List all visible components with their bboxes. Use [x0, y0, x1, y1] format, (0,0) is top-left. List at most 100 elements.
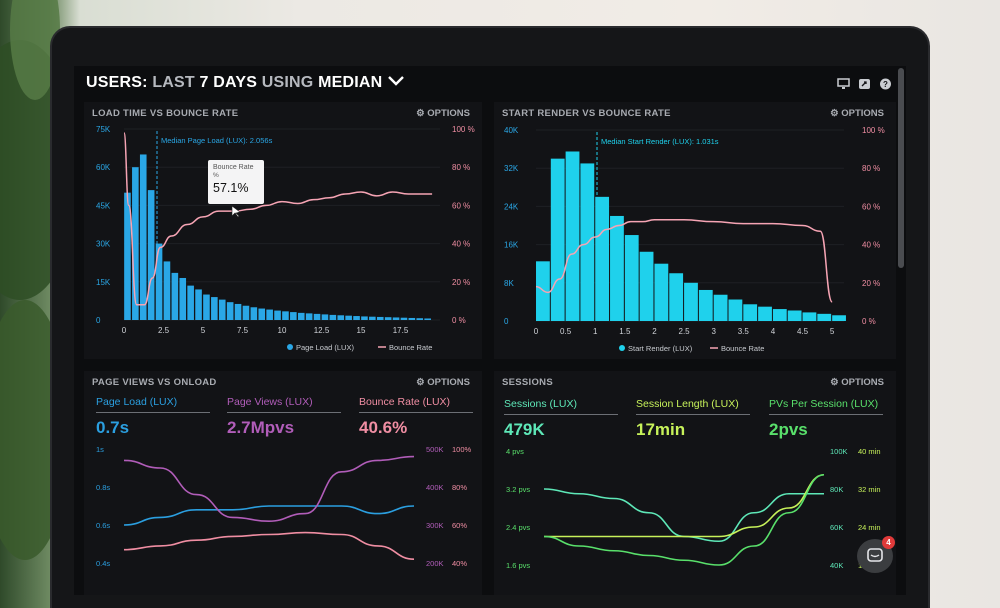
x-axis-tick-label: 0	[122, 326, 127, 335]
bar	[226, 302, 234, 320]
gear-icon: ⚙	[416, 377, 428, 388]
y2-axis-tick-label: 0 %	[862, 317, 876, 326]
y3-axis-tick-label: 40%	[452, 559, 467, 568]
y-axis-tick-label: 15K	[96, 278, 111, 287]
options-button[interactable]: ⚙ OPTIONS	[830, 108, 884, 119]
y-axis-tick-label: 45K	[96, 201, 111, 210]
bar	[132, 167, 139, 320]
x-axis-tick-label: 15	[357, 326, 366, 335]
x-axis-tick-label: 3	[711, 327, 716, 336]
bar	[624, 235, 639, 321]
x-axis-tick-label: 1.5	[619, 327, 631, 336]
bar	[400, 317, 408, 320]
scrollbar[interactable]	[898, 68, 904, 268]
y3-axis-tick-label: 60%	[452, 521, 467, 530]
y2-axis-tick-label: 400K	[426, 483, 444, 492]
metric-value-page-load: 0.7s	[96, 418, 130, 437]
series-line	[544, 473, 825, 538]
legend-label: Start Render (LUX)	[628, 344, 693, 353]
y2-axis-tick-label: 60 %	[452, 201, 470, 210]
bar	[416, 318, 424, 320]
y-axis-tick-label: 0.6s	[96, 521, 110, 530]
bar	[817, 313, 832, 321]
y3-axis-tick-label: 80%	[452, 483, 467, 492]
y-axis-tick-label: 0.8s	[96, 483, 110, 492]
bar	[758, 306, 772, 321]
y-axis-tick-label: 8K	[504, 279, 514, 288]
metric-label-session-length: Session Length (LUX)	[636, 398, 739, 410]
share-icon[interactable]	[858, 78, 871, 90]
y-axis-tick-label: 4 pvs	[506, 447, 524, 456]
legend-label: Bounce Rate	[389, 343, 432, 352]
bar	[234, 303, 242, 320]
bar	[171, 272, 179, 320]
y2-axis-tick-label: 40 %	[862, 241, 880, 250]
x-axis-tick-label: 10	[278, 326, 287, 335]
gear-icon: ⚙	[416, 108, 428, 119]
bar	[565, 151, 580, 321]
options-button[interactable]: ⚙ OPTIONS	[416, 108, 470, 119]
svg-text:?: ?	[883, 80, 888, 89]
bar	[203, 294, 210, 320]
metric-value-page-views: 2.7Mpvs	[227, 418, 295, 437]
bar	[408, 317, 416, 320]
bar	[211, 297, 218, 320]
y2-axis-tick-label: 80 %	[862, 164, 880, 173]
bar	[305, 313, 313, 320]
x-axis-tick-label: 3.5	[738, 327, 750, 336]
options-button[interactable]: ⚙ OPTIONS	[416, 377, 470, 388]
legend-label: Bounce Rate	[721, 344, 764, 353]
monitor-icon[interactable]	[837, 78, 850, 90]
page-views-chart: 1s 0.8s 0.6s 0.4s 500K 400K 300K 200K 100% 80% 60%…	[96, 445, 472, 568]
y2-axis-tick-label: 80 %	[452, 163, 470, 172]
options-button[interactable]: ⚙ OPTIONS	[830, 377, 884, 388]
series-line	[543, 473, 825, 566]
title-users: USERS:	[86, 74, 148, 92]
bar	[684, 282, 698, 321]
metric-underline	[769, 414, 883, 415]
y3-axis-tick-label: 32 min	[858, 485, 881, 494]
bar	[345, 315, 352, 320]
bar	[639, 251, 654, 321]
metric-label-bounce-rate: Bounce Rate (LUX)	[359, 396, 451, 408]
series-line	[123, 455, 415, 523]
start-render-chart: 40K 32K 24K 16K 8K 0 100 % 80 % 60 % 40 % 20 % 0 % 0…	[504, 126, 885, 353]
bar	[376, 316, 384, 320]
panel-title: PAGE VIEWS VS ONLOAD	[92, 377, 217, 388]
metric-value-session-length: 17min	[636, 420, 686, 439]
bar	[787, 310, 802, 321]
metric-label-sessions: Sessions (LUX)	[504, 398, 577, 410]
x-axis-tick-label: 5	[201, 326, 206, 335]
x-axis-tick-label: 2	[652, 327, 657, 336]
dashboard-screen: USERS: LAST 7 DAYS USING MEDIAN ? LOAD T…	[74, 66, 906, 595]
y2-axis-tick-label: 20 %	[452, 278, 470, 287]
bar	[124, 192, 131, 320]
title-median: MEDIAN	[318, 74, 383, 92]
mouse-cursor-icon	[231, 205, 241, 218]
bar	[258, 308, 266, 320]
series-line	[123, 505, 415, 526]
page-views-panel: PAGE VIEWS VS ONLOAD ⚙ OPTIONS Page Load…	[84, 371, 482, 595]
metric-underline	[227, 412, 341, 413]
bar	[313, 313, 321, 320]
median-label: Median Start Render (LUX): 1.031s	[601, 137, 719, 146]
legend-swatch	[287, 344, 293, 350]
help-icon[interactable]: ?	[879, 78, 892, 90]
panel-title: LOAD TIME VS BOUNCE RATE	[92, 108, 239, 119]
bar	[163, 261, 171, 320]
y-axis-tick-label: 1s	[96, 445, 104, 454]
bar	[713, 294, 728, 321]
metric-value-bounce-rate: 40.6%	[359, 418, 408, 437]
x-axis-tick-label: 17.5	[393, 326, 409, 335]
bar	[321, 314, 329, 320]
page-title[interactable]: USERS: LAST 7 DAYS USING MEDIAN	[86, 74, 405, 96]
tooltip-value: 57.1%	[213, 181, 248, 195]
y-axis-tick-label: 30K	[96, 240, 111, 249]
legend-swatch	[619, 345, 625, 351]
bar	[654, 263, 669, 321]
chevron-down-icon[interactable]	[387, 74, 405, 92]
metric-underline	[359, 412, 473, 413]
y-axis-tick-label: 24K	[504, 202, 519, 211]
x-axis-tick-label: 4.5	[797, 327, 809, 336]
bar	[369, 316, 376, 320]
